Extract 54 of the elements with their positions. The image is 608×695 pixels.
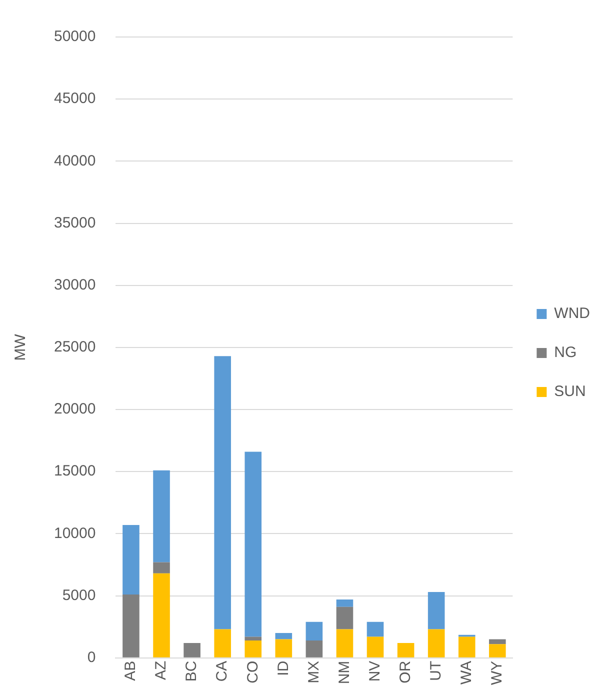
bar bbox=[122, 594, 140, 658]
y-tick-label: 40000 bbox=[54, 152, 96, 170]
bar bbox=[458, 636, 476, 658]
bar bbox=[306, 640, 323, 658]
y-tick-label: 20000 bbox=[54, 400, 96, 418]
bar bbox=[244, 636, 262, 640]
bar bbox=[489, 644, 506, 658]
bar bbox=[214, 356, 231, 630]
y-tick-label: 45000 bbox=[54, 90, 96, 108]
bar bbox=[336, 599, 354, 607]
bar bbox=[336, 629, 354, 658]
bar bbox=[244, 452, 262, 637]
x-tick-label: WY bbox=[488, 660, 506, 686]
legend-label: NG bbox=[554, 344, 577, 362]
bar bbox=[275, 633, 292, 640]
bar bbox=[428, 592, 445, 630]
bar bbox=[122, 524, 140, 595]
bar bbox=[244, 640, 262, 658]
bar bbox=[489, 639, 506, 644]
x-tick-label: ID bbox=[274, 660, 292, 676]
x-tick-label: AZ bbox=[152, 660, 170, 680]
x-tick-label: NM bbox=[336, 660, 353, 684]
y-tick-label: 10000 bbox=[54, 524, 96, 542]
y-tick-label: 50000 bbox=[54, 28, 96, 46]
x-tick-label: AB bbox=[122, 660, 140, 681]
bar bbox=[153, 573, 170, 658]
bar bbox=[153, 562, 170, 574]
x-tick-label: UT bbox=[427, 660, 444, 681]
x-tick-label: MX bbox=[305, 660, 322, 684]
y-tick-label: 25000 bbox=[54, 338, 96, 356]
x-tick-label: CA bbox=[214, 660, 231, 682]
x-tick-label: BC bbox=[183, 660, 200, 682]
bar bbox=[397, 642, 414, 658]
bar bbox=[336, 606, 354, 630]
y-tick-label: 30000 bbox=[54, 276, 96, 294]
bar bbox=[214, 629, 231, 658]
bar bbox=[428, 629, 445, 658]
legend-label: SUN bbox=[554, 383, 586, 400]
y-tick-label: 5000 bbox=[62, 586, 96, 604]
bar bbox=[366, 622, 384, 637]
x-tick-label: NV bbox=[366, 660, 384, 682]
x-tick-label: CO bbox=[244, 660, 262, 684]
bar bbox=[184, 642, 200, 658]
y-tick-label: 0 bbox=[87, 648, 96, 666]
bar bbox=[306, 622, 323, 640]
y-axis-title: MW bbox=[12, 333, 30, 361]
y-tick-label: 35000 bbox=[54, 214, 96, 232]
x-tick-label: OR bbox=[396, 660, 414, 684]
bar bbox=[275, 639, 292, 658]
x-tick-label: WA bbox=[458, 660, 476, 684]
bar bbox=[153, 470, 170, 562]
y-tick-label: 15000 bbox=[54, 462, 96, 480]
bar bbox=[366, 636, 384, 658]
legend-label: WND bbox=[554, 305, 590, 322]
